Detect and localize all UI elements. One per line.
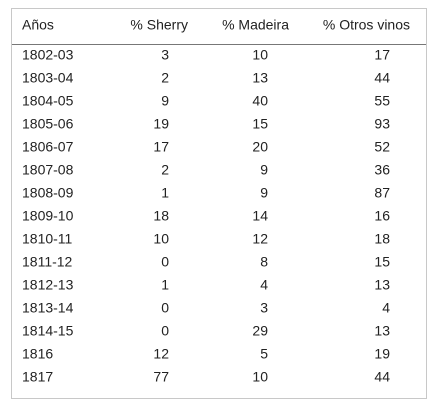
cell-value: 1: [161, 185, 169, 201]
row-label: 1809-10: [22, 208, 74, 224]
cell-value: 17: [374, 47, 390, 63]
cell-value: 19: [374, 346, 390, 362]
cell-value: 10: [153, 231, 169, 247]
cell-value: 19: [153, 116, 169, 132]
row-label: 1810-11: [22, 231, 73, 247]
cell-value: 44: [374, 369, 390, 385]
cell-value: 8: [260, 254, 268, 270]
cell-value: 55: [374, 93, 390, 109]
cell-value: 0: [161, 323, 169, 339]
cell-value: 52: [374, 139, 390, 155]
cell-value: 12: [252, 231, 268, 247]
cell-value: 0: [161, 300, 169, 316]
cell-value: 14: [252, 208, 268, 224]
column-header: % Otros vinos: [323, 17, 410, 33]
row-label: 1805-06: [22, 116, 74, 132]
cell-value: 5: [260, 346, 268, 362]
cell-value: 2: [161, 162, 169, 178]
row-label: 1804-05: [22, 93, 74, 109]
cell-value: 87: [374, 185, 390, 201]
cell-value: 10: [252, 369, 268, 385]
cell-value: 93: [374, 116, 390, 132]
cell-value: 2: [161, 70, 169, 86]
cell-value: 3: [260, 300, 268, 316]
cell-value: 1: [161, 277, 169, 293]
row-label: 1806-07: [22, 139, 74, 155]
cell-value: 29: [252, 323, 268, 339]
cell-value: 77: [153, 369, 169, 385]
column-header: Años: [22, 17, 54, 33]
cell-value: 9: [260, 162, 268, 178]
cell-value: 0: [161, 254, 169, 270]
cell-value: 36: [374, 162, 390, 178]
cell-value: 20: [252, 139, 268, 155]
cell-value: 17: [153, 139, 169, 155]
cell-value: 18: [374, 231, 390, 247]
row-label: 1816: [22, 346, 53, 362]
cell-value: 15: [252, 116, 268, 132]
cell-value: 16: [374, 208, 390, 224]
row-label: 1811-12: [22, 254, 73, 270]
cell-value: 4: [382, 300, 390, 316]
cell-value: 13: [374, 277, 390, 293]
cell-value: 4: [260, 277, 268, 293]
table-border: [11, 8, 427, 399]
row-label: 1817: [22, 369, 53, 385]
cell-value: 9: [161, 93, 169, 109]
cell-value: 13: [374, 323, 390, 339]
row-label: 1808-09: [22, 185, 74, 201]
cell-value: 13: [252, 70, 268, 86]
cell-value: 18: [153, 208, 169, 224]
cell-value: 3: [161, 47, 169, 63]
column-header: % Madeira: [222, 17, 289, 33]
row-label: 1807-08: [22, 162, 74, 178]
cell-value: 10: [252, 47, 268, 63]
row-label: 1813-14: [22, 300, 74, 316]
row-label: 1802-03: [22, 47, 74, 63]
cell-value: 12: [153, 346, 169, 362]
cell-value: 9: [260, 185, 268, 201]
cell-value: 40: [252, 93, 268, 109]
row-label: 1814-15: [22, 323, 74, 339]
cell-value: 44: [374, 70, 390, 86]
cell-value: 15: [374, 254, 390, 270]
column-header: % Sherry: [130, 17, 188, 33]
row-label: 1803-04: [22, 70, 74, 86]
row-label: 1812-13: [22, 277, 74, 293]
